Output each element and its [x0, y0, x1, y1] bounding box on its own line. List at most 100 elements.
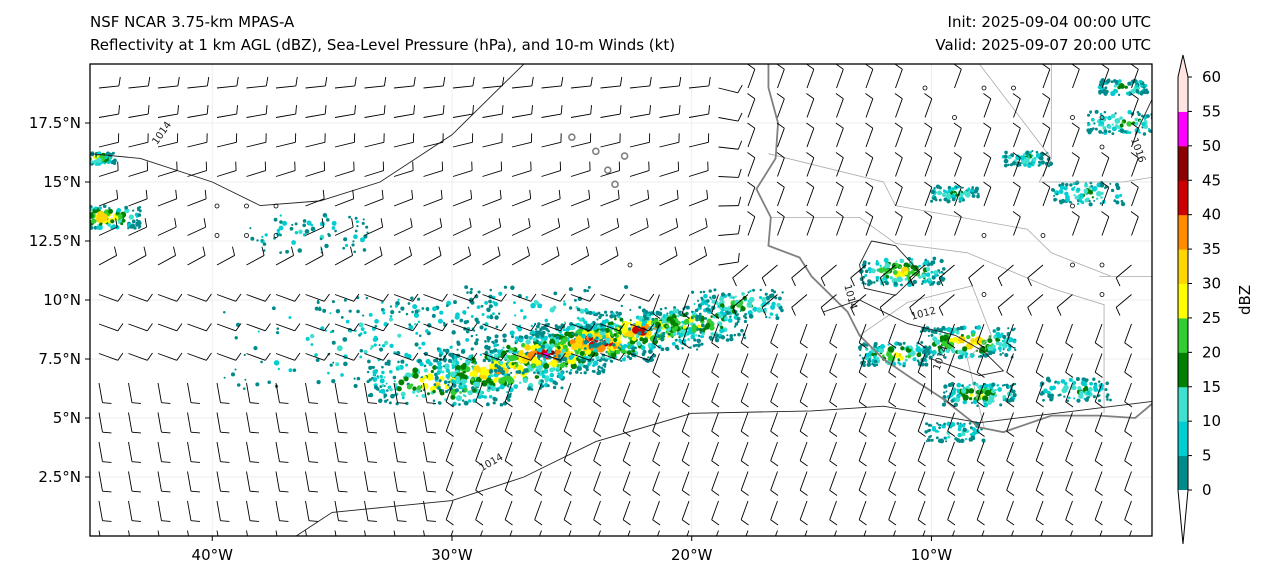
wind-barb-flag: [704, 246, 708, 256]
wind-barb-flag: [776, 122, 785, 129]
reflectivity-cell: [498, 291, 503, 296]
wind-barb-staff: [770, 441, 778, 461]
wind-barb-flag: [1101, 152, 1110, 159]
reflectivity-cell: [769, 312, 774, 316]
wind-barb-staff: [128, 530, 130, 536]
reflectivity-cell: [471, 386, 475, 390]
wind-barb-flag: [894, 152, 903, 159]
reflectivity-cell: [1035, 150, 1039, 154]
wind-barb-staff: [1094, 500, 1103, 520]
reflectivity-cell: [588, 346, 592, 349]
reflectivity-cell: [500, 367, 504, 371]
wind-barb-staff: [570, 113, 591, 118]
reflectivity-cell: [955, 193, 959, 197]
wind-barb-staff: [305, 113, 326, 118]
wind-barb-staff: [445, 471, 454, 491]
wind-barb-flag: [649, 105, 651, 115]
reflectivity-cell: [1057, 393, 1061, 397]
reflectivity-cell: [83, 220, 86, 223]
wind-barb-flag: [1065, 401, 1074, 408]
wind-barb-flag: [888, 401, 897, 408]
calm-wind-circle: [214, 233, 220, 238]
wind-barb-staff: [938, 264, 955, 279]
wind-barb-staff: [865, 98, 874, 118]
reflectivity-cell: [956, 327, 961, 331]
wind-barb-staff: [187, 226, 206, 236]
wind-barb-staff: [1072, 69, 1080, 89]
reflectivity-cell: [995, 337, 1000, 342]
reflectivity-cell: [938, 426, 942, 430]
country-border: [770, 216, 1105, 414]
reflectivity-cell: [651, 319, 657, 325]
reflectivity-cell: [696, 338, 701, 344]
reflectivity-cell: [705, 322, 711, 328]
y-tick-label: 2.5°N: [38, 468, 81, 486]
reflectivity-cell: [941, 340, 948, 347]
wind-barb-staff: [863, 530, 867, 536]
reflectivity-cell: [586, 289, 590, 293]
reflectivity-cell: [943, 356, 947, 359]
reflectivity-cell: [685, 312, 688, 315]
wind-barb-flag: [534, 401, 543, 408]
reflectivity-cell: [1003, 158, 1009, 164]
reflectivity-cell: [369, 347, 373, 350]
reflectivity-cell: [121, 218, 126, 223]
reflectivity-cell: [262, 242, 267, 246]
wind-barb-staff: [806, 157, 815, 177]
reflectivity-cell: [611, 333, 615, 337]
wind-barb-staff: [216, 471, 221, 492]
wind-barb-staff: [1094, 353, 1103, 373]
reflectivity-cell: [964, 352, 969, 356]
reflectivity-cell: [488, 394, 493, 399]
reflectivity-cell: [250, 236, 255, 241]
wind-barb-staff: [452, 323, 472, 332]
wind-barb-staff: [681, 353, 690, 373]
wind-barb-flag: [829, 430, 838, 437]
reflectivity-cell: [359, 348, 364, 353]
reflectivity-cell: [506, 344, 511, 350]
reflectivity-cell: [105, 158, 109, 162]
wind-barb-flag: [131, 431, 141, 434]
wind-barb-staff: [600, 353, 620, 361]
reflectivity-cell: [458, 403, 461, 406]
wind-barb-staff: [976, 323, 985, 343]
wind-barb-flag: [879, 307, 885, 316]
wind-barb-flag: [1065, 460, 1074, 467]
reflectivity-cell: [956, 382, 962, 388]
wind-barb-staff: [393, 471, 398, 492]
reflectivity-cell: [540, 334, 545, 338]
wind-barb-flag: [776, 152, 785, 159]
wind-barb-flag: [737, 112, 743, 122]
wind-barb-staff: [600, 170, 620, 177]
reflectivity-cell: [362, 248, 367, 252]
wind-barb-flag: [338, 461, 348, 463]
wind-barb-flag: [770, 342, 779, 349]
reflectivity-cell: [698, 318, 702, 321]
wind-barb-flag: [324, 76, 328, 86]
wind-barb-staff: [1027, 264, 1044, 279]
reflectivity-cell: [671, 314, 677, 320]
reflectivity-cell: [511, 354, 519, 361]
wind-barb-staff: [895, 128, 903, 148]
reflectivity-cell: [629, 319, 632, 322]
wind-barb-flag: [475, 401, 484, 408]
reflectivity-cell: [1015, 154, 1021, 161]
reflectivity-cell: [660, 347, 665, 352]
wind-barb-staff: [305, 530, 307, 536]
wind-barb-flag: [806, 211, 815, 218]
reflectivity-cell: [400, 306, 405, 311]
reflectivity-cell: [76, 217, 81, 222]
reflectivity-cell: [721, 329, 725, 333]
wind-barb-staff: [157, 85, 178, 89]
calm-wind-circle: [1070, 262, 1075, 268]
reflectivity-cell: [412, 367, 419, 374]
wind-barb-flag: [220, 520, 230, 522]
calm-wind-circle: [244, 233, 249, 238]
reflectivity-cell: [292, 368, 297, 372]
reflectivity-cell: [557, 354, 561, 358]
reflectivity-cell: [389, 343, 394, 349]
reflectivity-cell: [553, 291, 558, 296]
wind-barb-staff: [740, 353, 749, 373]
reflectivity-cell: [704, 301, 709, 306]
wind-barb-flag: [983, 181, 992, 188]
